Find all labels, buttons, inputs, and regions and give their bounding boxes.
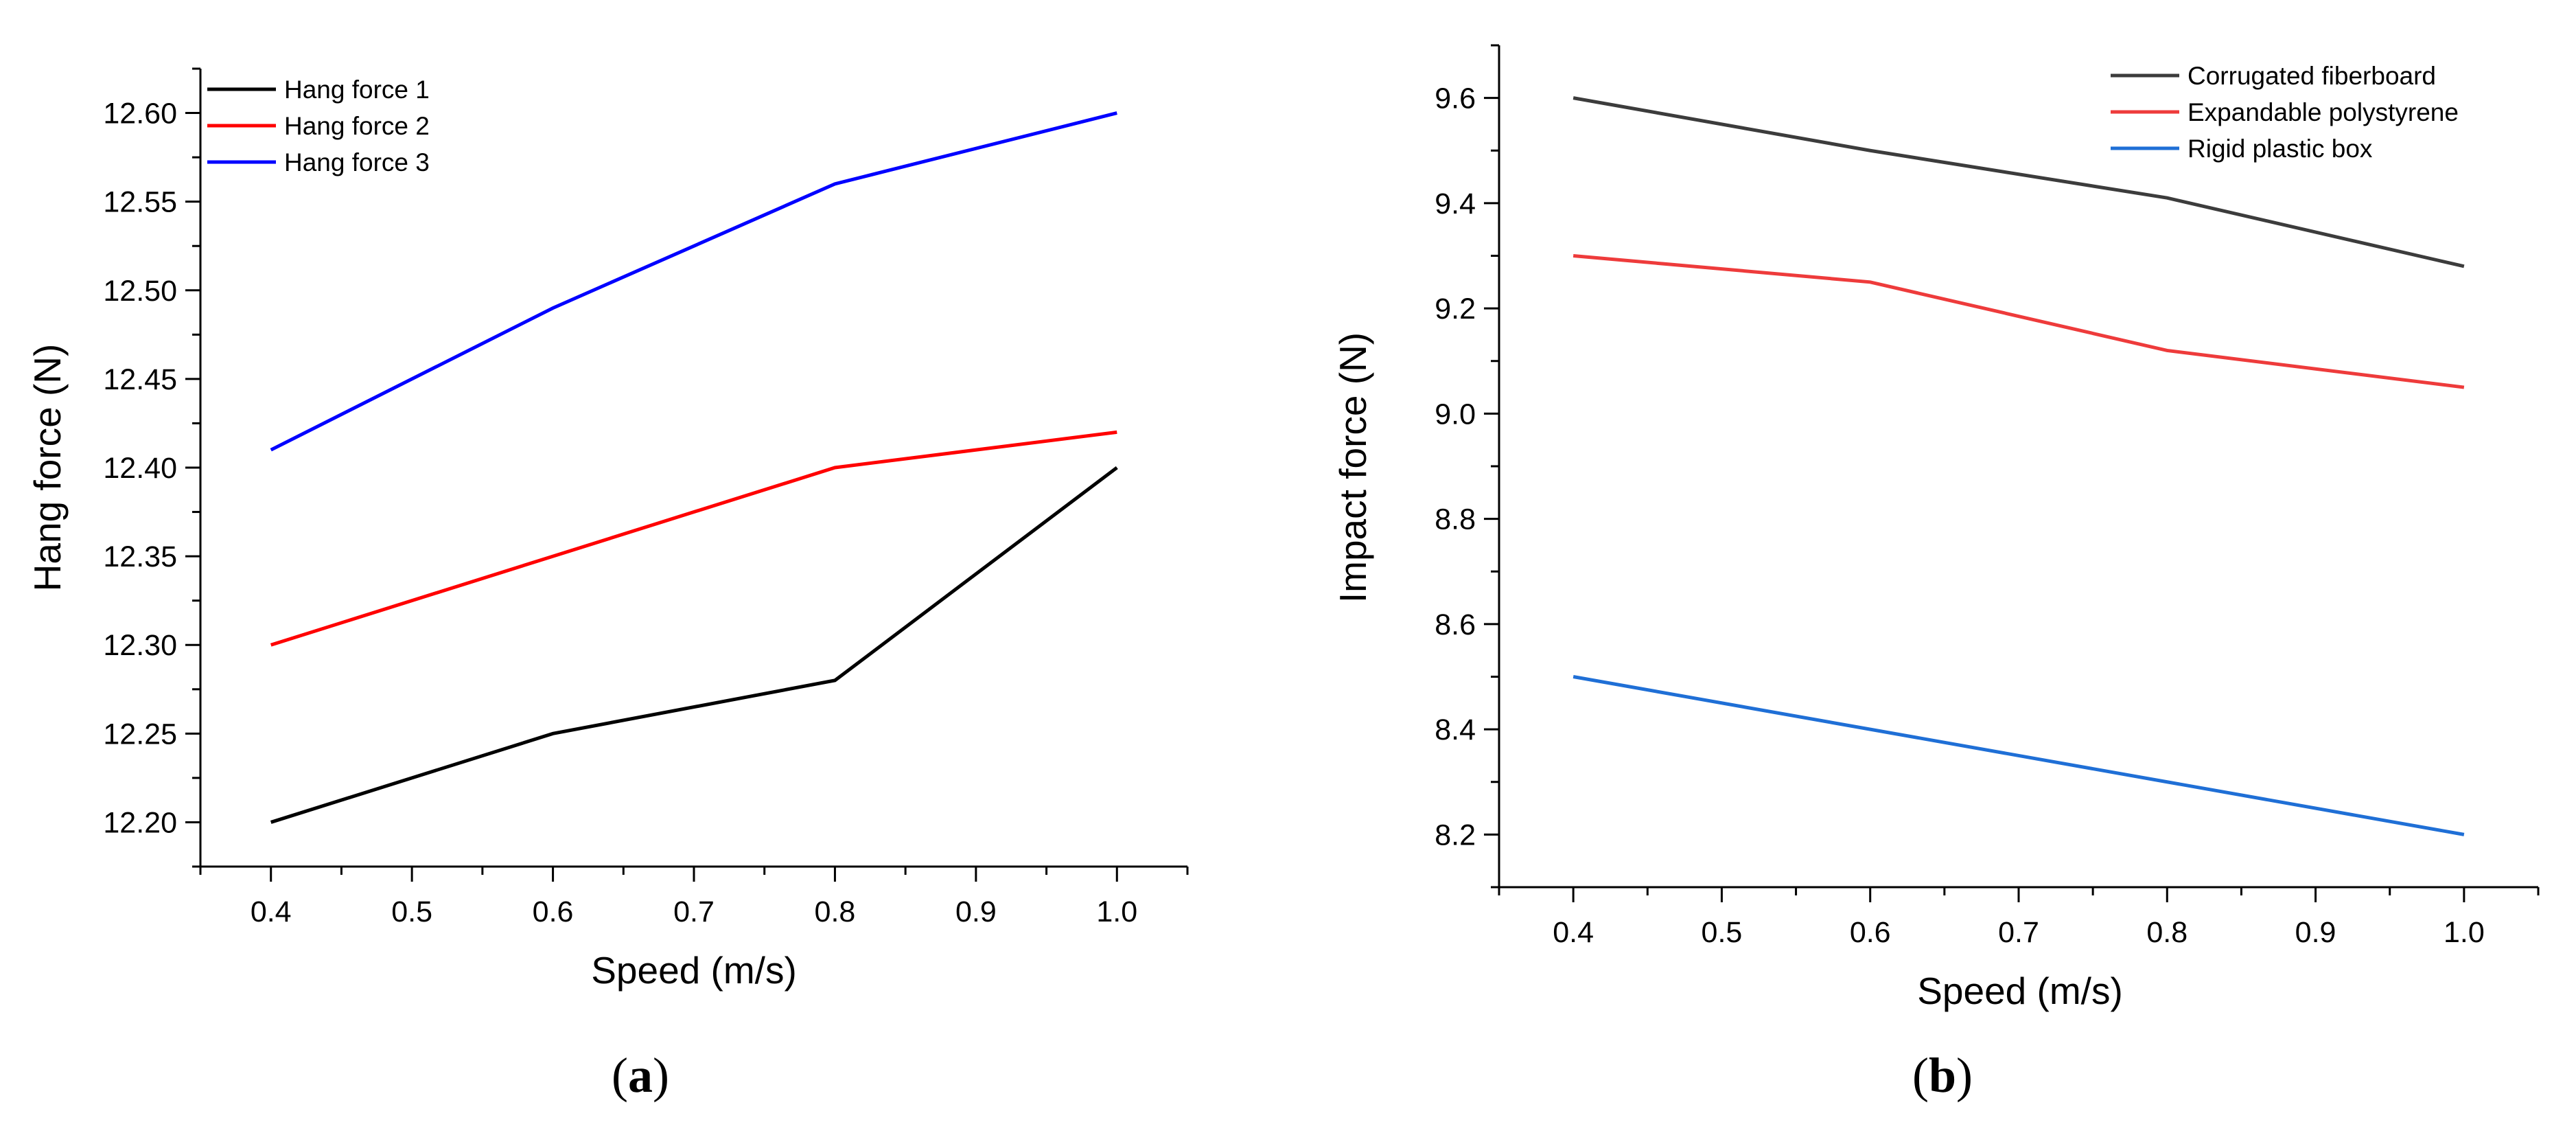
chart-b: 0.4 0.5 0.6 0.7 0.8 0.9 1.0 8.2 8.4 8.6 8.8 9.0 9.2 9…	[1332, 44, 2540, 1103]
chart-a-x-tick-label: 0.8	[815, 895, 856, 928]
chart-a-y-axis-title: Hang force (N)	[26, 344, 69, 592]
chart-a-x-tick-label: 0.6	[533, 895, 574, 928]
chart-b-legend-label: Expandable polystyrene	[2188, 98, 2459, 126]
chart-b-y-tick-label: 8.6	[1435, 608, 1476, 641]
chart-b-legend: Corrugated fiberboard Expandable polystyr…	[2111, 62, 2459, 163]
chart-b-legend-label: Rigid plastic box	[2188, 135, 2373, 163]
chart-a: 0.4 0.5 0.6 0.7 0.8 0.9 1.0 12.20 12.25 12.30 12.3…	[26, 67, 1189, 1103]
chart-a-y-tick-label: 12.40	[103, 452, 177, 485]
chart-a-x-tick-label: 0.9	[955, 895, 997, 928]
chart-b-series-1-line	[1573, 96, 2465, 268]
chart-a-x-axis-title: Speed (m/s)	[591, 949, 797, 992]
chart-b-panel-label: (b)	[1912, 1048, 1973, 1103]
chart-a-y-tick-label: 12.55	[103, 186, 177, 219]
chart-b-x-tick-label: 0.6	[1850, 916, 1891, 949]
chart-b-series-2-line	[1573, 254, 2465, 389]
chart-a-y-tick-label: 12.60	[103, 98, 177, 130]
chart-b-x-tick-label: 0.8	[2146, 916, 2188, 949]
chart-b-y-axis-title: Impact force (N)	[1332, 332, 1374, 603]
chart-a-series-3-line	[270, 111, 1117, 452]
chart-b-legend-label: Corrugated fiberboard	[2188, 62, 2436, 90]
chart-a-series-2-line	[270, 430, 1117, 647]
chart-a-x-tick-label: 0.4	[251, 895, 292, 928]
chart-b-series-3-line	[1573, 675, 2465, 836]
chart-b-x-tick-label: 0.4	[1553, 916, 1594, 949]
chart-b-y-tick-label: 8.4	[1435, 713, 1476, 746]
chart-a-legend: Hang force 1 Hang force 2 Hang force 3	[207, 76, 430, 176]
chart-b-x-tick-label: 0.5	[1702, 916, 1743, 949]
chart-a-x-tick-label: 0.5	[391, 895, 432, 928]
chart-b-y-tick-label: 9.0	[1435, 398, 1476, 431]
chart-b-x-tick-label: 0.9	[2295, 916, 2336, 949]
chart-a-y-tick-label: 12.25	[103, 718, 177, 751]
chart-a-y-tick-label: 12.50	[103, 275, 177, 308]
chart-a-y-tick-label: 12.45	[103, 363, 177, 396]
chart-a-legend-label: Hang force 2	[284, 112, 430, 140]
chart-b-y-tick-label: 9.6	[1435, 82, 1476, 115]
chart-a-legend-label: Hang force 3	[284, 148, 430, 176]
chart-a-series-1-line	[270, 466, 1118, 824]
chart-a-x-tick-label: 0.7	[673, 895, 715, 928]
chart-a-legend-label: Hang force 1	[284, 76, 430, 104]
chart-b-y-tick-label: 8.2	[1435, 819, 1476, 851]
chart-b-y-tick-label: 9.2	[1435, 293, 1476, 325]
chart-b-x-tick-label: 0.7	[1998, 916, 2039, 949]
chart-b-y-tick-label: 9.4	[1435, 187, 1476, 220]
chart-a-y-tick-label: 12.30	[103, 629, 177, 662]
chart-a-x-tick-label: 1.0	[1096, 895, 1137, 928]
chart-a-y-tick-label: 12.20	[103, 806, 177, 839]
chart-a-panel-label: (a)	[612, 1048, 669, 1103]
chart-b-y-tick-label: 8.8	[1435, 503, 1476, 536]
chart-b-x-tick-label: 1.0	[2444, 916, 2485, 949]
chart-b-x-axis-title: Speed (m/s)	[1917, 970, 2123, 1012]
chart-a-y-tick-label: 12.35	[103, 540, 177, 573]
